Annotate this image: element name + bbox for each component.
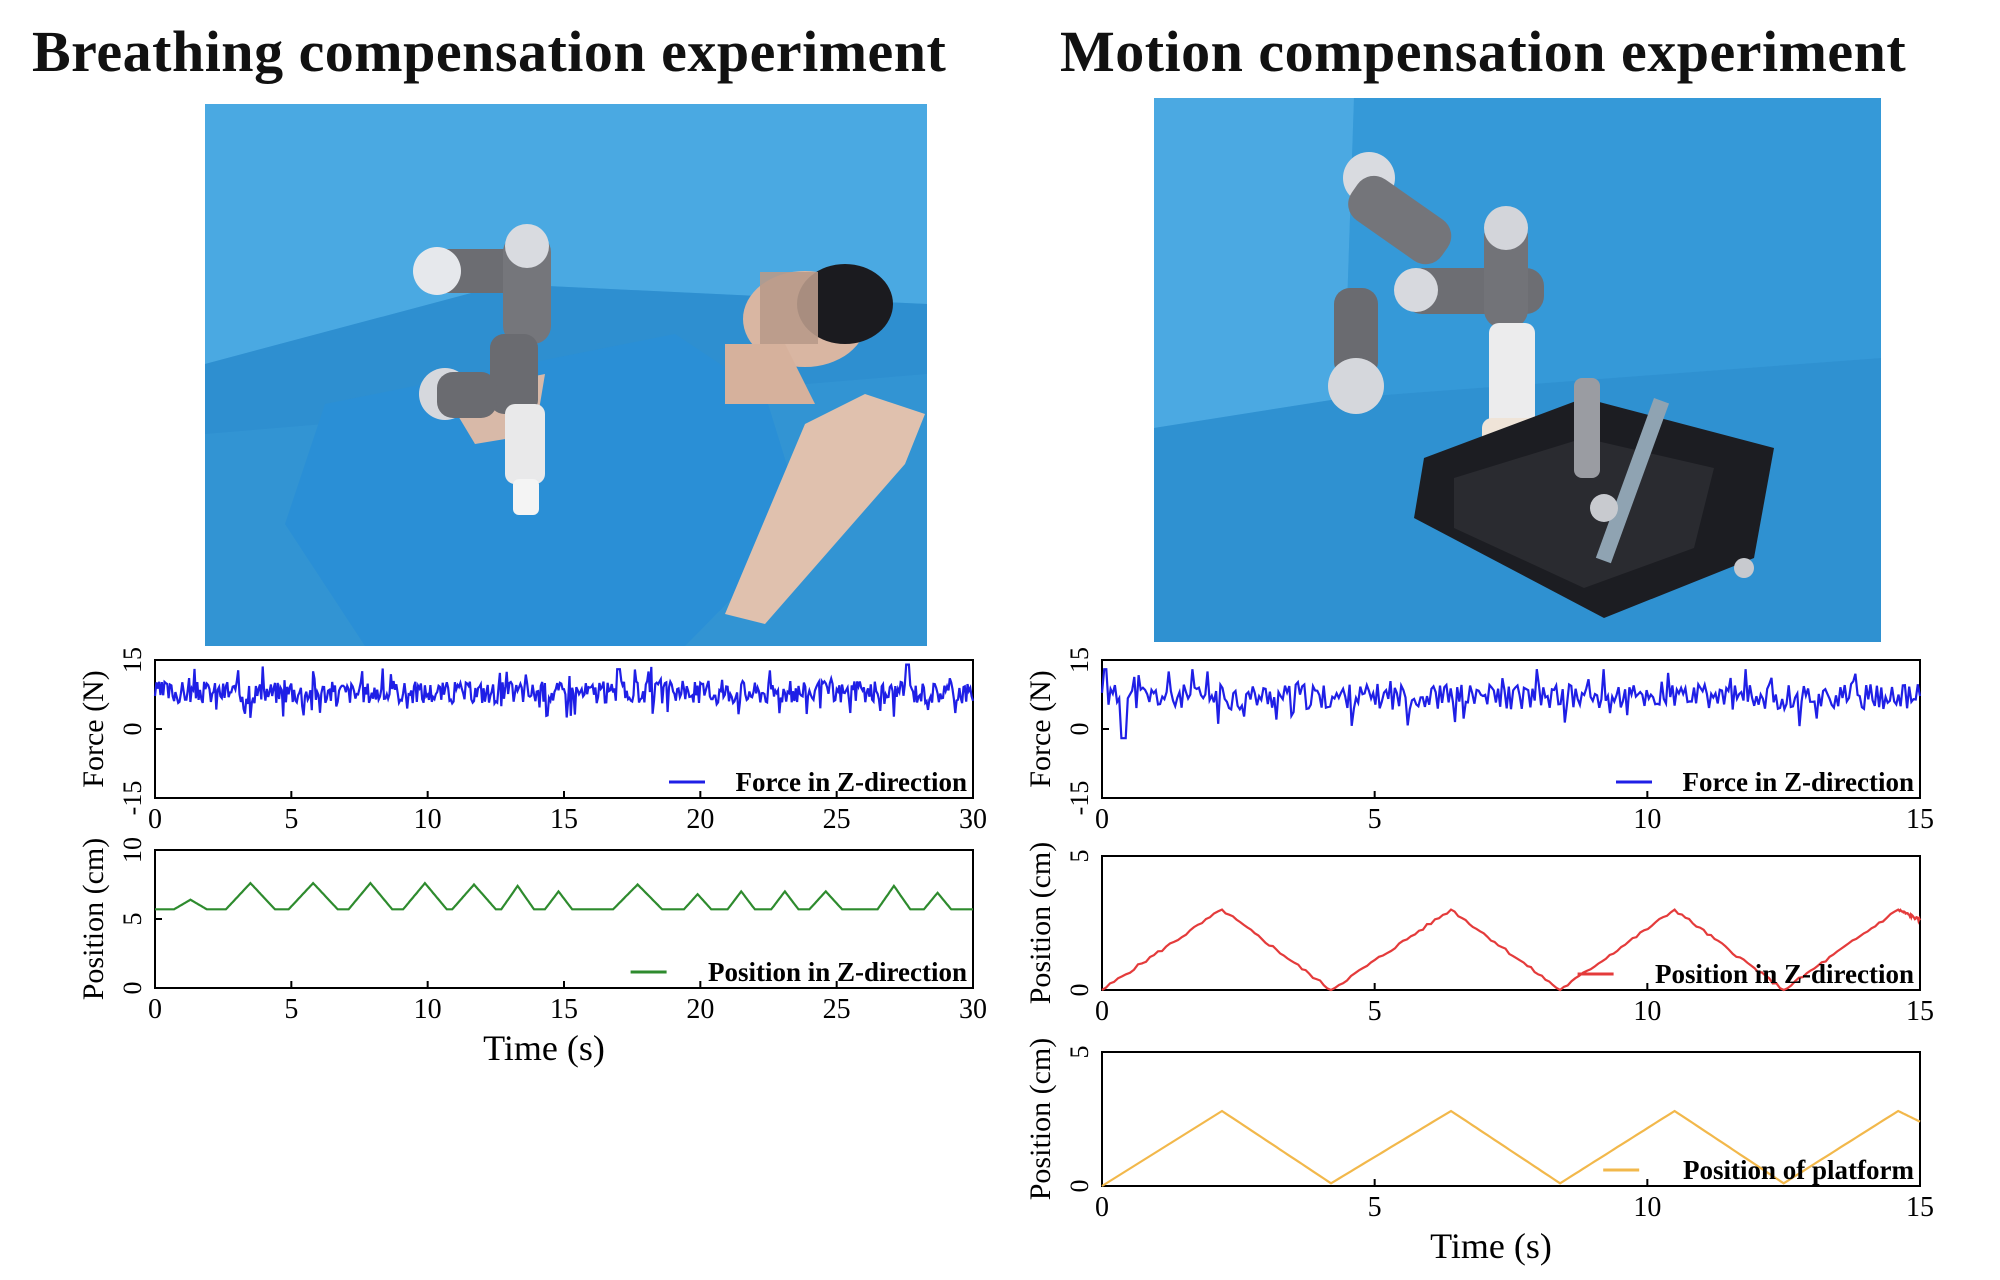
motion-experiment-photo <box>1154 98 1881 642</box>
left-position-ytick-label: 10 <box>118 837 147 863</box>
left-position-xtick-label: 10 <box>414 994 442 1025</box>
right-platform-ytick-label: 5 <box>1065 1046 1094 1059</box>
left-force-xtick-label: 30 <box>959 804 987 835</box>
right-platform-xlabel: Time (s) <box>1430 1226 1552 1266</box>
left-position-xtick-label: 25 <box>823 994 851 1025</box>
left-position-xtick-label: 0 <box>148 994 162 1025</box>
right-force-ytick-label: 15 <box>1065 647 1094 673</box>
right-force-xtick-label: 10 <box>1633 804 1661 835</box>
right-force-xtick-label: 5 <box>1368 804 1382 835</box>
right-position-legend-label: Position in Z-direction <box>1655 959 1914 989</box>
right-position-xtick-label: 15 <box>1906 996 1934 1027</box>
right-position-xtick-label: 10 <box>1633 996 1661 1027</box>
left-position-ytick-label: 5 <box>118 913 147 926</box>
left-position-xtick-label: 30 <box>959 994 987 1025</box>
left-force-xtick-label: 5 <box>284 804 298 835</box>
right-position-xtick-label: 0 <box>1095 996 1109 1027</box>
left-force-series-line <box>153 663 975 718</box>
right-platform-frame <box>1101 1051 1921 1187</box>
right-position-ytick-label: 0 <box>1065 984 1094 997</box>
left-force-xtick-label: 20 <box>686 804 714 835</box>
left-force-ytick-label: -15 <box>118 781 147 816</box>
right-force-ytick-label: 0 <box>1065 723 1094 736</box>
left-force-ylabel: Force (N) <box>77 670 110 787</box>
left-title: Breathing compensation experiment <box>32 19 947 84</box>
right-force-series-line <box>1100 668 1922 740</box>
left-position-xtick-label: 15 <box>550 994 578 1025</box>
right-platform-legend-label: Position of platform <box>1683 1155 1914 1185</box>
left-position-legend-label: Position in Z-direction <box>708 957 967 987</box>
right-platform-xtick-label: 10 <box>1633 1192 1661 1223</box>
right-platform-ytick-label: 0 <box>1065 1180 1094 1193</box>
left-position-xtick-label: 20 <box>686 994 714 1025</box>
left-force-xtick-label: 0 <box>148 804 162 835</box>
left-force-xtick-label: 25 <box>823 804 851 835</box>
right-force-ylabel: Force (N) <box>1024 670 1057 787</box>
right-platform-xtick-label: 5 <box>1368 1192 1382 1223</box>
left-position-ylabel: Position (cm) <box>77 838 110 1001</box>
left-force-ytick-label: 0 <box>118 723 147 736</box>
right-position-ylabel: Position (cm) <box>1024 842 1057 1005</box>
right-position-ytick-label: 5 <box>1065 850 1094 863</box>
left-position-series-line <box>155 881 973 911</box>
right-platform-series-line <box>1101 1109 1921 1187</box>
left-position-xtick-label: 5 <box>284 994 298 1025</box>
left-force-xtick-label: 10 <box>414 804 442 835</box>
left-force-ytick-label: 15 <box>118 647 147 673</box>
right-platform-ylabel: Position (cm) <box>1024 1038 1057 1201</box>
right-platform-xtick-label: 0 <box>1095 1192 1109 1223</box>
left-position-xlabel: Time (s) <box>483 1028 605 1068</box>
breathing-experiment-photo <box>205 104 927 646</box>
left-force-legend-label: Force in Z-direction <box>736 767 967 797</box>
left-position-ytick-label: 0 <box>118 982 147 995</box>
right-position-series-line <box>1101 908 1922 992</box>
right-position-xtick-label: 5 <box>1368 996 1382 1027</box>
right-force-ytick-label: -15 <box>1065 781 1094 816</box>
robot-arm-platform-photo-icon <box>1154 98 1881 642</box>
right-force-xtick-label: 15 <box>1906 804 1934 835</box>
right-platform-xtick-label: 15 <box>1906 1192 1934 1223</box>
left-force-xtick-label: 15 <box>550 804 578 835</box>
right-position-frame <box>1101 855 1921 991</box>
right-force-xtick-label: 0 <box>1095 804 1109 835</box>
right-force-legend-label: Force in Z-direction <box>1683 767 1914 797</box>
right-title: Motion compensation experiment <box>1060 19 1907 84</box>
robot-arm-patient-photo-icon <box>205 104 927 646</box>
